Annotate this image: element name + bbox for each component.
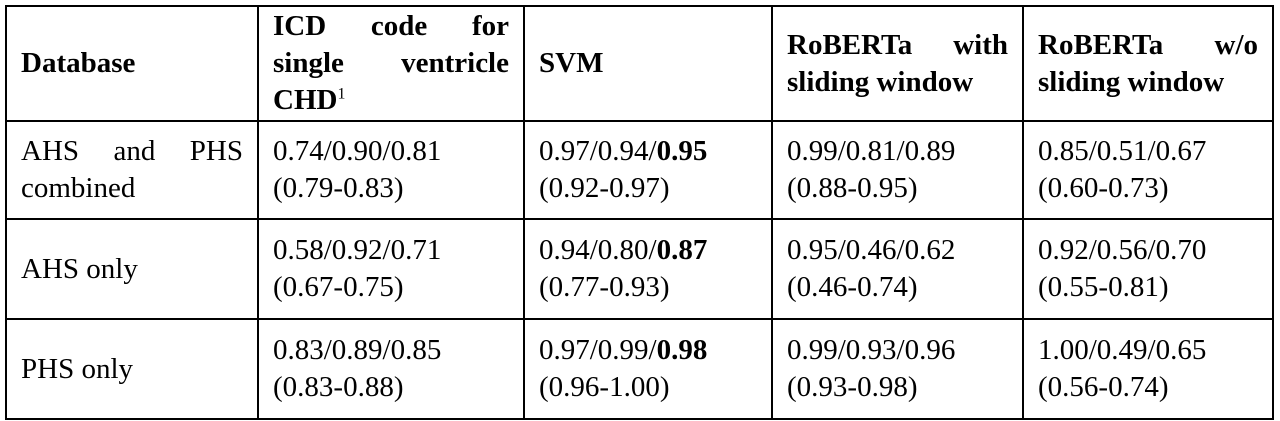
header-cell: Database [5, 5, 259, 122]
score-cell: 0.97/0.99/0.98 (0.96-1.00) [523, 318, 773, 420]
data-row: AHS only 0.58/0.92/0.71 (0.67-0.75) 0.94/0.… [5, 218, 1274, 320]
cell-text: 1.00/0.49/0.65 [1038, 334, 1207, 366]
cell-text: 0.85/0.51/0.67 [1038, 135, 1207, 167]
header-cell: RoBERTa w/o sliding window [1022, 5, 1274, 122]
confidence-interval: (0.88-0.95) [787, 172, 918, 204]
cell-text: RoBERTa w/o sliding window [1038, 28, 1258, 98]
confidence-interval: (0.67-0.75) [273, 271, 404, 303]
cell-text: 0.94/0.80/ [539, 234, 657, 266]
score-cell: 0.58/0.92/0.71 (0.67-0.75) [257, 218, 525, 320]
cell-text: 0.92/0.56/0.70 [1038, 234, 1207, 266]
results-table: Database ICD code for single ventricle CH… [5, 5, 1274, 420]
best-score: 0.87 [656, 234, 708, 266]
cell-text: 0.97/0.94/ [539, 135, 657, 167]
confidence-interval: (0.60-0.73) [1038, 172, 1169, 204]
cell-text: AHS and PHS combined [21, 135, 243, 204]
cell-text: PHS only [21, 352, 134, 385]
confidence-interval: (0.55-0.81) [1038, 271, 1169, 303]
score-cell: 0.83/0.89/0.85 (0.83-0.88) [257, 318, 525, 420]
cell-text: RoBERTa with sliding window [787, 28, 1008, 98]
confidence-interval: (0.92-0.97) [539, 172, 670, 204]
best-score: 0.95 [656, 135, 708, 167]
confidence-interval: (0.93-0.98) [787, 371, 918, 403]
database-cell: AHS and PHS combined [5, 120, 259, 220]
header-cell: RoBERTa with sliding window [771, 5, 1024, 122]
cell-text: 0.99/0.81/0.89 [787, 135, 956, 167]
header-row: Database ICD code for single ventricle CH… [5, 5, 1274, 122]
score-cell: 0.92/0.56/0.70 (0.55-0.81) [1022, 218, 1274, 320]
score-cell: 1.00/0.49/0.65 (0.56-0.74) [1022, 318, 1274, 420]
cell-text: 0.83/0.89/0.85 [273, 334, 442, 366]
confidence-interval: (0.96-1.00) [539, 371, 670, 403]
header-cell: ICD code for single ventricle CHD1 [257, 5, 525, 122]
score-cell: 0.99/0.81/0.89 (0.88-0.95) [771, 120, 1024, 220]
score-cell: 0.99/0.93/0.96 (0.93-0.98) [771, 318, 1024, 420]
confidence-interval: (0.46-0.74) [787, 271, 918, 303]
cell-text: 0.95/0.46/0.62 [787, 234, 956, 266]
score-cell: 0.85/0.51/0.67 (0.60-0.73) [1022, 120, 1274, 220]
cell-text: Database [21, 47, 136, 79]
score-cell: 0.97/0.94/0.95 (0.92-0.97) [523, 120, 773, 220]
cell-text: 0.99/0.93/0.96 [787, 334, 956, 366]
cell-text: SVM [539, 47, 604, 79]
score-cell: 0.74/0.90/0.81 (0.79-0.83) [257, 120, 525, 220]
score-cell: 0.94/0.80/0.87 (0.77-0.93) [523, 218, 773, 320]
cell-text: 0.74/0.90/0.81 [273, 135, 442, 167]
cell-text: 0.58/0.92/0.71 [273, 234, 442, 266]
confidence-interval: (0.83-0.88) [273, 371, 404, 403]
cell-text: AHS only [21, 252, 138, 285]
confidence-interval: (0.56-0.74) [1038, 371, 1169, 403]
database-cell: AHS only [5, 218, 259, 320]
database-cell: PHS only [5, 318, 259, 420]
score-cell: 0.95/0.46/0.62 (0.46-0.74) [771, 218, 1024, 320]
confidence-interval: (0.79-0.83) [273, 172, 404, 204]
confidence-interval: (0.77-0.93) [539, 271, 670, 303]
cell-text: ICD code for single ventricle CHD [273, 10, 509, 116]
footnote-mark: 1 [337, 85, 346, 103]
data-row: AHS and PHS combined 0.74/0.90/0.81 (0.79-… [5, 120, 1274, 220]
cell-text: 0.97/0.99/ [539, 334, 657, 366]
best-score: 0.98 [656, 334, 708, 366]
header-cell: SVM [523, 5, 773, 122]
data-row: PHS only 0.83/0.89/0.85 (0.83-0.88) 0.97/0.… [5, 318, 1274, 420]
